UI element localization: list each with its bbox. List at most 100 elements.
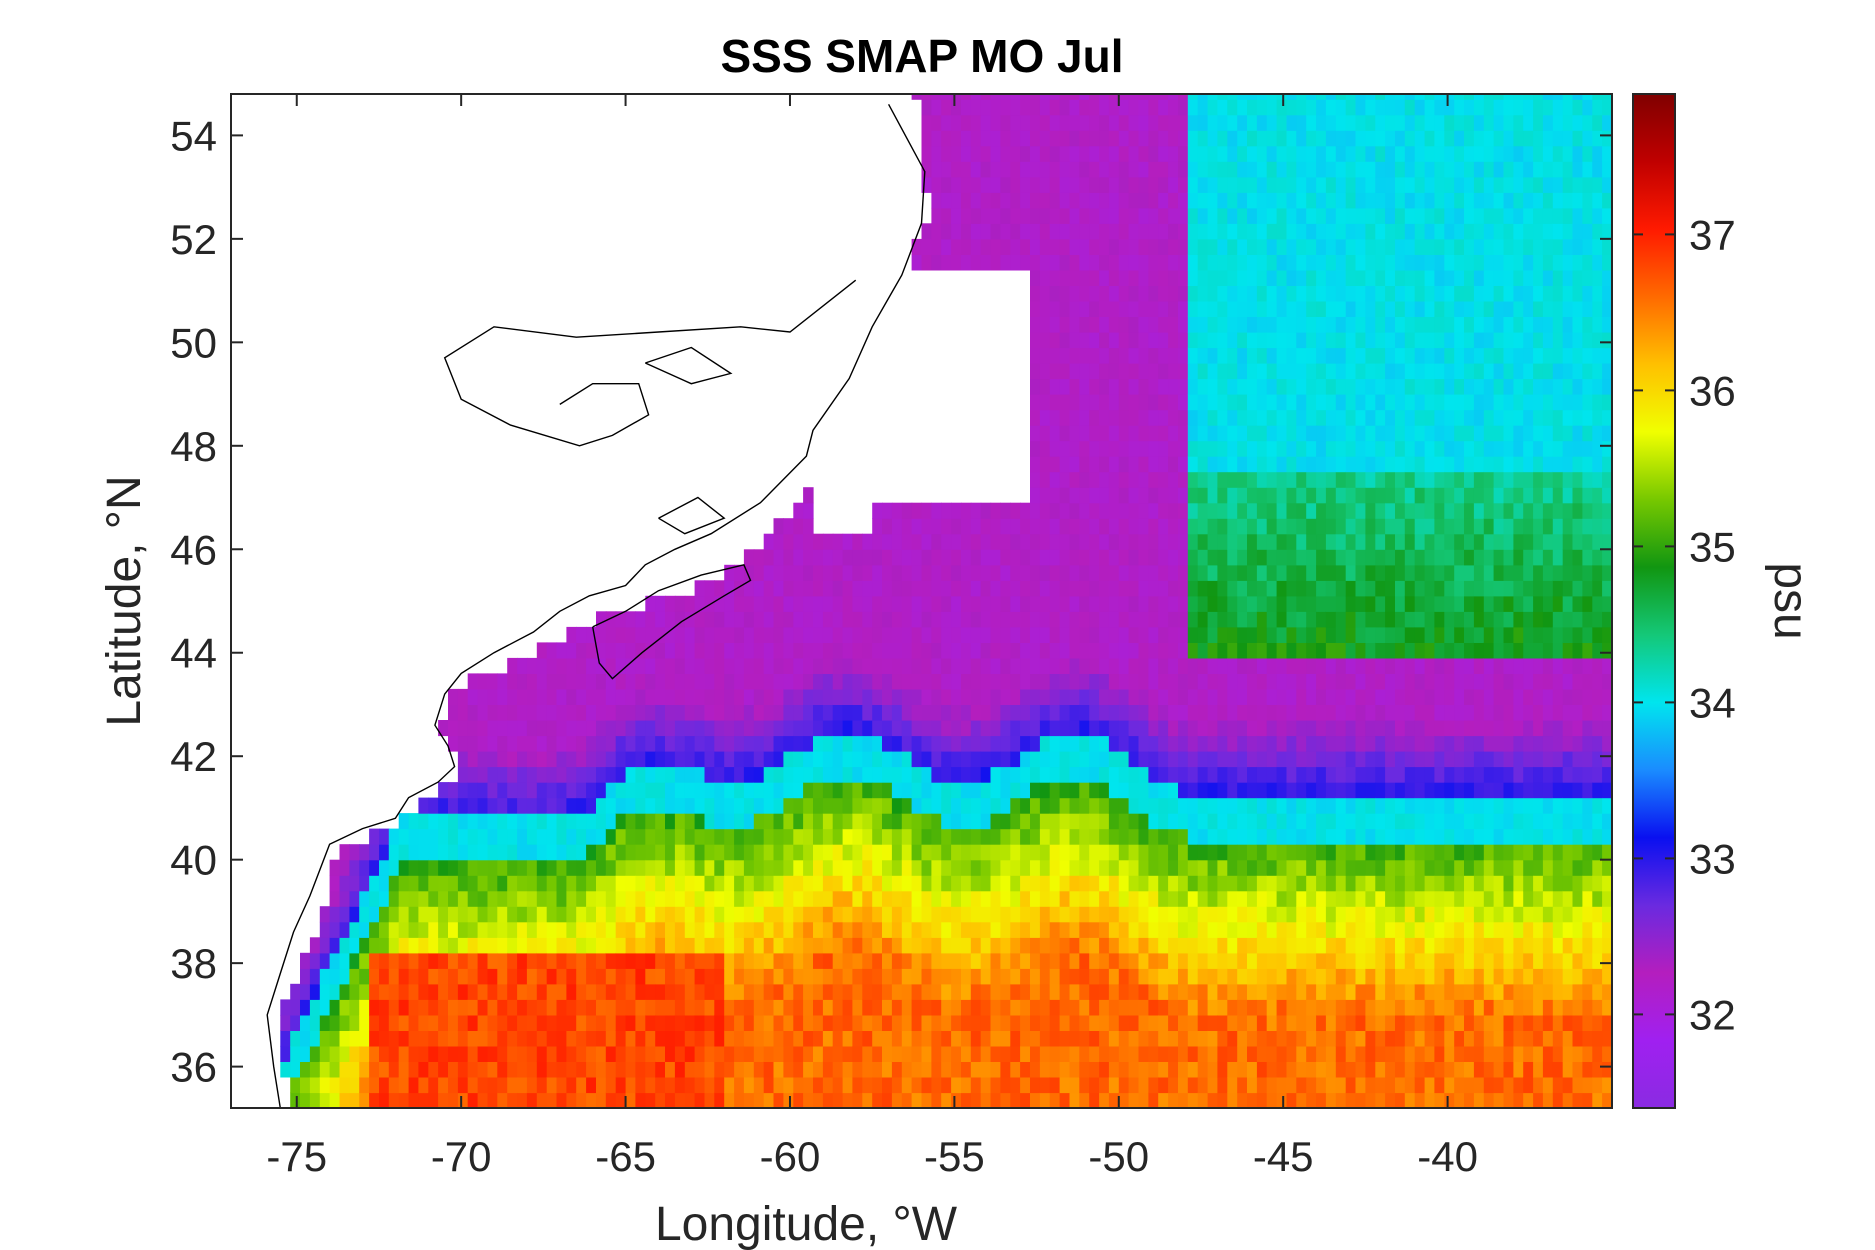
salinity-cell <box>625 1077 637 1094</box>
salinity-cell <box>418 797 429 814</box>
salinity-cell <box>467 890 479 907</box>
salinity-cell <box>743 921 755 938</box>
salinity-cell <box>309 983 321 1000</box>
salinity-cell <box>1365 378 1376 395</box>
salinity-cell <box>832 844 844 861</box>
salinity-cell <box>1247 487 1258 504</box>
salinity-cell <box>1296 906 1307 923</box>
salinity-cell <box>862 533 873 550</box>
salinity-cell <box>1365 487 1376 504</box>
salinity-cell <box>891 875 903 892</box>
salinity-cell <box>1404 859 1416 876</box>
salinity-cell <box>763 890 775 907</box>
salinity-cell <box>1375 1014 1386 1031</box>
salinity-cell <box>1355 533 1366 550</box>
salinity-cell <box>1059 921 1071 938</box>
salinity-cell <box>1030 720 1041 737</box>
salinity-cell <box>694 1045 706 1062</box>
salinity-cell <box>448 735 459 752</box>
salinity-cell <box>605 875 617 892</box>
salinity-cell <box>1079 425 1090 442</box>
salinity-cell <box>1266 409 1278 426</box>
salinity-cell <box>1148 968 1159 985</box>
salinity-cell <box>714 937 725 954</box>
salinity-cell <box>1020 533 1031 550</box>
salinity-cell <box>1335 300 1347 317</box>
salinity-cell <box>1266 161 1278 178</box>
salinity-cell <box>1247 114 1258 131</box>
salinity-cell <box>921 161 932 178</box>
salinity-cell <box>1404 549 1416 566</box>
salinity-cell <box>990 161 1001 178</box>
salinity-cell <box>428 1030 439 1047</box>
salinity-cell <box>1207 642 1219 659</box>
salinity-cell <box>1345 300 1357 317</box>
salinity-cell <box>734 580 745 597</box>
salinity-cell <box>1266 192 1278 209</box>
salinity-cell <box>546 1077 558 1094</box>
salinity-cell <box>645 968 656 985</box>
salinity-cell <box>1395 487 1406 504</box>
salinity-cell <box>1237 937 1248 954</box>
salinity-cell <box>1059 782 1071 799</box>
salinity-cell <box>300 952 311 969</box>
salinity-cell <box>1306 937 1317 954</box>
salinity-cell <box>1345 688 1357 705</box>
salinity-cell <box>961 782 972 799</box>
salinity-cell <box>1237 363 1248 380</box>
salinity-cell <box>596 1014 607 1031</box>
salinity-cell <box>1404 456 1416 473</box>
salinity-cell <box>1148 937 1159 954</box>
salinity-cell <box>1089 300 1100 317</box>
salinity-cell <box>970 673 982 690</box>
salinity-cell <box>1296 99 1307 116</box>
salinity-cell <box>1128 285 1140 302</box>
salinity-cell <box>684 952 696 969</box>
salinity-cell <box>339 1030 350 1047</box>
salinity-cell <box>379 890 390 907</box>
salinity-cell <box>980 968 992 985</box>
salinity-cell <box>1276 968 1288 985</box>
salinity-cell <box>1089 502 1100 519</box>
salinity-cell <box>1276 735 1288 752</box>
salinity-cell <box>901 688 913 705</box>
salinity-cell <box>1020 94 1031 100</box>
salinity-cell <box>1158 766 1169 783</box>
salinity-cell <box>1178 1077 1189 1094</box>
salinity-cell <box>1286 1030 1297 1047</box>
salinity-cell <box>1178 363 1189 380</box>
salinity-cell <box>803 906 814 923</box>
salinity-cell <box>1256 797 1268 814</box>
salinity-cell <box>1306 316 1317 333</box>
salinity-cell <box>1345 952 1357 969</box>
salinity-cell <box>1325 952 1337 969</box>
salinity-cell <box>1069 1092 1080 1108</box>
salinity-cell <box>487 797 498 814</box>
salinity-cell <box>1148 688 1159 705</box>
salinity-cell <box>1316 921 1327 938</box>
salinity-cell <box>724 735 735 752</box>
salinity-cell <box>1316 114 1327 131</box>
salinity-cell <box>1049 549 1061 566</box>
salinity-cell <box>753 937 765 954</box>
salinity-cell <box>931 844 942 861</box>
salinity-cell <box>1138 145 1149 162</box>
salinity-cell <box>1000 735 1011 752</box>
salinity-cell <box>448 1030 459 1047</box>
salinity-cell <box>872 937 883 954</box>
salinity-cell <box>734 1061 745 1078</box>
salinity-cell <box>1207 844 1219 861</box>
salinity-cell <box>1010 518 1021 535</box>
salinity-cell <box>1306 766 1317 783</box>
salinity-cell <box>1197 968 1209 985</box>
salinity-cell <box>1365 766 1376 783</box>
salinity-cell <box>467 1030 479 1047</box>
salinity-cell <box>1276 223 1288 240</box>
salinity-cell <box>941 720 952 737</box>
salinity-cell <box>1138 130 1149 147</box>
salinity-cell <box>1158 425 1169 442</box>
salinity-cell <box>1286 813 1297 830</box>
salinity-cell <box>743 906 755 923</box>
salinity-cell <box>1069 937 1080 954</box>
salinity-cell <box>526 735 538 752</box>
